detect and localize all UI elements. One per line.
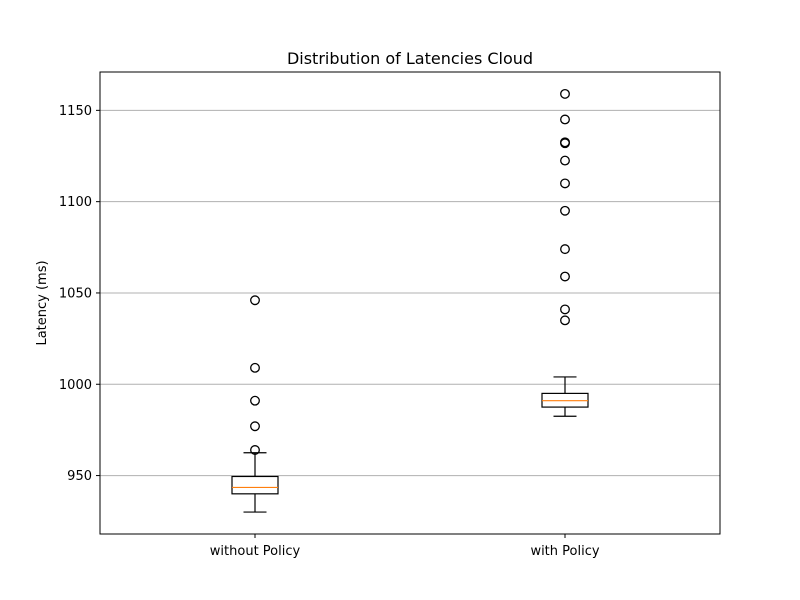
outlier-point (560, 304, 570, 315)
box-group (541, 88, 589, 417)
outlier-point (560, 244, 570, 255)
outlier-point (560, 178, 570, 189)
x-tick-label: without Policy (210, 544, 301, 559)
outlier-point (560, 205, 570, 216)
y-axis: 950 1000 1050 1100 1150 (59, 104, 100, 484)
y-tick-label: 1100 (59, 195, 92, 210)
outlier-point (560, 114, 570, 125)
y-tick-label: 1000 (59, 378, 92, 393)
outlier-point (560, 88, 570, 99)
outlier-point (250, 445, 260, 455)
outlier-point (250, 362, 260, 373)
outlier-point (250, 395, 260, 406)
outlier-point (560, 271, 570, 282)
outlier-point (560, 315, 570, 326)
plot-frame (99, 71, 721, 535)
outlier-point (250, 421, 260, 432)
y-tick-label: 1150 (59, 104, 92, 119)
iqr-box (231, 475, 279, 495)
x-tick-label: with Policy (530, 544, 599, 559)
y-tick-label: 1050 (59, 286, 92, 301)
y-axis-label: Latency (ms) (35, 260, 50, 345)
chart-title: Distribution of Latencies Cloud (287, 49, 533, 68)
box-group (231, 295, 279, 513)
x-axis: without Policy with Policy (210, 534, 600, 559)
grid-lines (100, 109, 720, 477)
outlier-point (560, 137, 570, 148)
y-tick-label: 950 (67, 469, 92, 484)
outlier-point (250, 295, 260, 306)
outlier-point (560, 155, 570, 166)
plot-area (231, 88, 589, 513)
